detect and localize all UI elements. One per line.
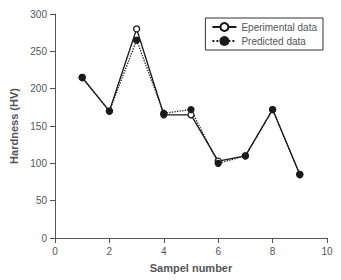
svg-text:250: 250 — [30, 46, 47, 57]
svg-text:4: 4 — [161, 246, 167, 257]
svg-text:10: 10 — [321, 246, 333, 257]
svg-text:Eperimental data: Eperimental data — [241, 22, 317, 33]
svg-text:300: 300 — [30, 9, 47, 20]
svg-text:0: 0 — [41, 233, 47, 244]
svg-text:150: 150 — [30, 121, 47, 132]
svg-text:8: 8 — [270, 246, 276, 257]
svg-text:100: 100 — [30, 158, 47, 169]
svg-text:0: 0 — [52, 246, 58, 257]
svg-text:50: 50 — [36, 195, 48, 206]
svg-text:Predicted data: Predicted data — [241, 36, 306, 47]
svg-text:Hardness (HV): Hardness (HV) — [8, 88, 20, 164]
svg-text:2: 2 — [107, 246, 113, 257]
svg-text:6: 6 — [215, 246, 221, 257]
svg-text:200: 200 — [30, 83, 47, 94]
svg-text:Sampel number: Sampel number — [150, 262, 233, 274]
